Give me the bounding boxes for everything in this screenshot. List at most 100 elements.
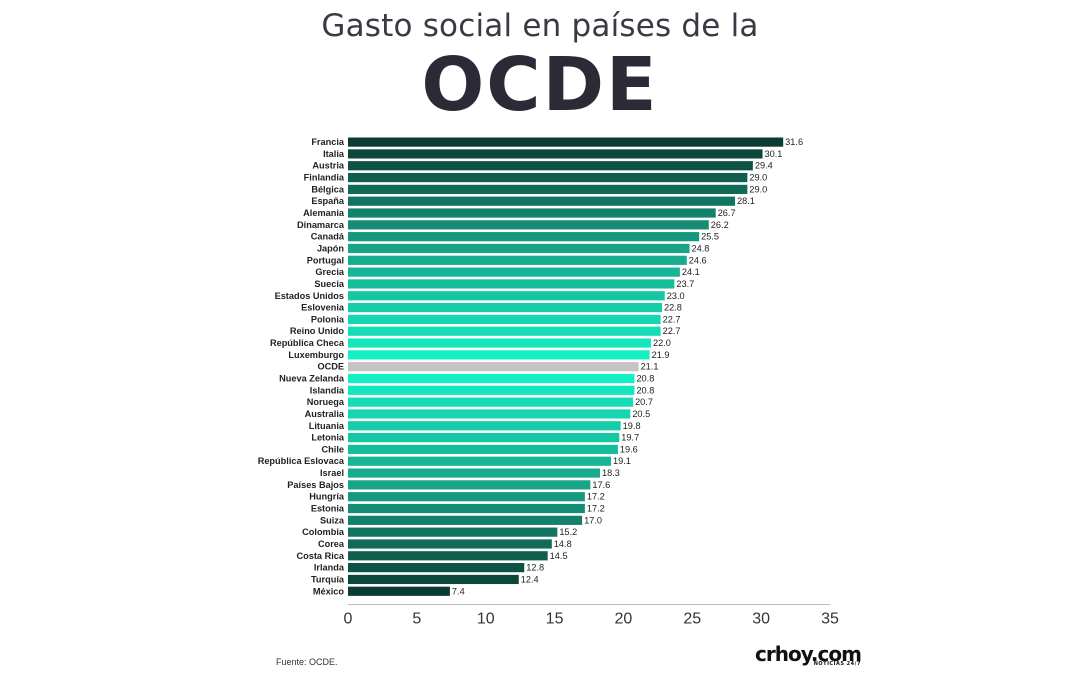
value-label-24: 20.5 xyxy=(632,409,650,419)
category-label-20: OCDE xyxy=(317,362,344,372)
value-label-2: 30.1 xyxy=(765,149,783,159)
value-label-29: 18.3 xyxy=(602,468,620,478)
value-label-5: 29.0 xyxy=(749,184,767,194)
bar-14 xyxy=(348,291,665,301)
category-label-2: Italia xyxy=(323,149,345,159)
bar-1 xyxy=(348,137,784,147)
value-label-37: 12.8 xyxy=(526,563,544,573)
category-label-4: Finlandia xyxy=(304,173,345,183)
logo-wordmark: crhoy.com xyxy=(755,642,862,666)
bar-23 xyxy=(348,397,634,407)
category-label-7: Alemania xyxy=(303,208,345,218)
value-label-27: 19.6 xyxy=(620,444,638,454)
bar-36 xyxy=(348,551,548,561)
category-label-1: Francia xyxy=(311,137,345,147)
bar-13 xyxy=(348,279,675,289)
value-label-4: 29.0 xyxy=(749,173,767,183)
category-label-29: Israel xyxy=(320,468,344,478)
category-label-30: Países Bajos xyxy=(287,480,344,490)
source-note: Fuente: OCDE. xyxy=(276,657,338,667)
category-label-16: Polonia xyxy=(311,314,345,324)
bar-34 xyxy=(348,527,558,537)
bar-12 xyxy=(348,267,680,277)
bar-31 xyxy=(348,492,585,502)
chart-title-main: OCDE xyxy=(421,42,659,128)
category-label-37: Irlanda xyxy=(314,563,345,573)
bar-6 xyxy=(348,196,735,206)
value-label-36: 14.5 xyxy=(550,551,568,561)
category-label-19: Luxemburgo xyxy=(288,350,344,360)
value-label-18: 22.0 xyxy=(653,338,671,348)
value-label-6: 28.1 xyxy=(737,196,755,206)
x-tick-label-5: 20 xyxy=(615,610,633,627)
category-label-32: Estonia xyxy=(311,504,345,514)
value-label-22: 20.8 xyxy=(636,385,654,395)
category-label-15: Eslovenia xyxy=(301,303,345,313)
bar-39 xyxy=(348,586,450,596)
value-label-11: 24.6 xyxy=(689,255,707,265)
bar-16 xyxy=(348,314,661,324)
category-label-6: España xyxy=(311,196,345,206)
value-label-8: 26.2 xyxy=(711,220,729,230)
value-label-16: 22.7 xyxy=(663,314,681,324)
x-tick-label-8: 35 xyxy=(821,610,839,627)
value-label-14: 23.0 xyxy=(667,291,685,301)
x-tick-label-1: 0 xyxy=(344,610,353,627)
bar-7 xyxy=(348,208,716,218)
value-label-20: 21.1 xyxy=(641,362,659,372)
bar-22 xyxy=(348,385,635,395)
category-label-36: Costa Rica xyxy=(297,551,345,561)
category-label-35: Corea xyxy=(318,539,345,549)
bar-15 xyxy=(348,302,662,313)
value-label-21: 20.8 xyxy=(636,374,654,384)
value-label-15: 22.8 xyxy=(664,303,682,313)
crhoy-logo: crhoy.com NOTICIAS 24/7 xyxy=(755,642,862,667)
value-label-3: 29.4 xyxy=(755,161,773,171)
bar-19 xyxy=(348,350,650,360)
category-label-3: Austria xyxy=(312,161,345,171)
bar-17 xyxy=(348,326,661,336)
value-label-19: 21.9 xyxy=(652,350,670,360)
category-label-28: República Eslovaca xyxy=(258,456,345,466)
logo-tagline: NOTICIAS 24/7 xyxy=(813,661,861,667)
bar-29 xyxy=(348,468,601,478)
category-label-25: Lituania xyxy=(309,421,345,431)
bar-20 xyxy=(348,362,639,372)
bar-35 xyxy=(348,539,552,549)
category-label-21: Nueva Zelanda xyxy=(279,374,345,384)
value-label-1: 31.6 xyxy=(785,137,803,147)
value-label-34: 15.2 xyxy=(559,527,577,537)
value-label-26: 19.7 xyxy=(621,433,639,443)
bar-21 xyxy=(348,373,635,384)
category-label-11: Portugal xyxy=(307,255,344,265)
bar-27 xyxy=(348,444,618,455)
value-label-28: 19.1 xyxy=(613,456,631,466)
bar-8 xyxy=(348,220,709,230)
bar-37 xyxy=(348,563,525,573)
bar-5 xyxy=(348,184,748,194)
category-label-8: Dinamarca xyxy=(297,220,345,230)
bar-25 xyxy=(348,421,621,431)
category-label-22: Islandia xyxy=(310,385,345,395)
category-label-39: México xyxy=(313,586,345,596)
category-label-18: República Checa xyxy=(270,338,345,348)
value-label-23: 20.7 xyxy=(635,397,653,407)
bar-30 xyxy=(348,480,591,490)
bar-10 xyxy=(348,243,690,254)
category-label-38: Turquía xyxy=(311,574,345,584)
x-tick-label-2: 5 xyxy=(412,610,421,627)
bar-9 xyxy=(348,232,700,242)
category-label-17: Reino Unido xyxy=(290,326,344,336)
x-tick-label-7: 30 xyxy=(752,610,770,627)
chart-title-line1: Gasto social en países de la xyxy=(321,8,759,44)
value-label-13: 23.7 xyxy=(676,279,694,289)
category-label-10: Japón xyxy=(317,243,344,253)
value-label-25: 19.8 xyxy=(623,421,641,431)
category-label-23: Noruega xyxy=(307,397,345,407)
value-label-12: 24.1 xyxy=(682,267,700,277)
category-label-26: Letonia xyxy=(311,433,345,443)
value-label-9: 25.5 xyxy=(701,232,719,242)
value-label-10: 24.8 xyxy=(692,243,710,253)
value-label-31: 17.2 xyxy=(587,492,605,502)
value-label-38: 12.4 xyxy=(521,574,539,584)
